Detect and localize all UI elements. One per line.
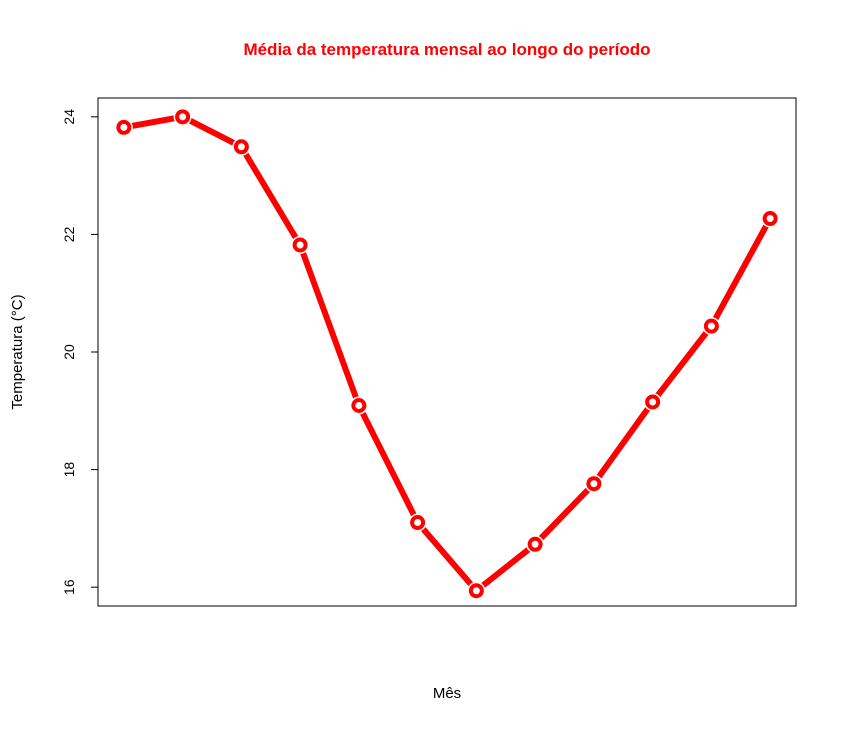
data-point: [586, 476, 602, 492]
data-point: [233, 139, 249, 155]
series-layer: [114, 107, 780, 600]
y-axis: 16 18 20 22 24: [61, 109, 99, 595]
y-tick-label: 20: [61, 344, 77, 360]
chart-title: Média da temperatura mensal ao longo do …: [243, 40, 650, 59]
y-tick-label: 24: [61, 109, 77, 125]
data-point: [645, 394, 661, 410]
y-tick-label: 16: [61, 579, 77, 595]
y-axis-label: Temperatura (°C): [9, 294, 26, 409]
y-tick-label: 22: [61, 226, 77, 242]
data-point: [410, 515, 426, 531]
data-point: [703, 318, 719, 334]
data-point: [116, 119, 132, 135]
data-point: [175, 109, 191, 125]
series-line: [123, 113, 773, 594]
data-point: [351, 398, 367, 414]
data-point: [762, 211, 778, 227]
y-tick-label: 18: [61, 462, 77, 478]
data-point: [468, 583, 484, 599]
data-point: [527, 536, 543, 552]
x-axis-label: Mês: [433, 685, 461, 702]
data-point: [292, 237, 308, 253]
